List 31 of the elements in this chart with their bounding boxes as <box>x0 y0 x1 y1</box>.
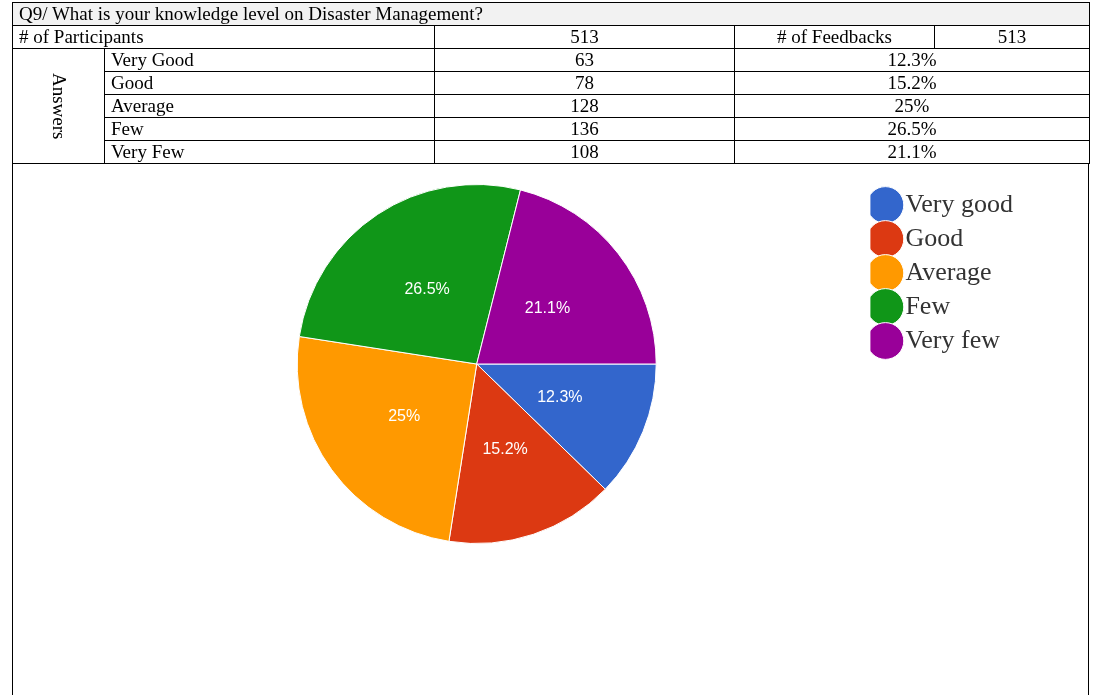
text: Very Few <box>104 140 435 164</box>
data-label: 21.1% <box>524 299 571 317</box>
legend-label: Good <box>905 222 964 252</box>
text: 136 <box>434 117 735 141</box>
legend-label: Very few <box>905 324 1001 354</box>
text: # of Participants <box>12 25 435 49</box>
text: 15.2% <box>734 71 1090 95</box>
text: # of Feedbacks <box>734 25 935 49</box>
text: Average <box>104 94 435 118</box>
text: Few <box>104 117 435 141</box>
legend-label: Average <box>905 256 992 286</box>
text: Q9/ What is your knowledge level on Disaster Management? <box>12 2 1090 26</box>
data-label: 26.5% <box>404 279 450 297</box>
text: 513 <box>434 25 735 49</box>
text: Answers <box>12 48 105 164</box>
text: 128 <box>434 94 735 118</box>
legend-label: Few <box>905 290 951 320</box>
text: Very Good <box>104 48 435 72</box>
data-label: 25% <box>388 407 421 425</box>
legend-label: Very good <box>905 188 1013 218</box>
text: 78 <box>434 71 735 95</box>
text: 21.1% <box>734 140 1090 164</box>
text: 25% <box>734 94 1090 118</box>
text: 26.5% <box>734 117 1090 141</box>
text: Good <box>104 71 435 95</box>
data-label: 15.2% <box>482 439 528 457</box>
text: 513 <box>934 25 1090 49</box>
text: 63 <box>434 48 735 72</box>
text: 12.3% <box>734 48 1090 72</box>
data-label: 12.3% <box>537 388 583 406</box>
text: 108 <box>434 140 735 164</box>
